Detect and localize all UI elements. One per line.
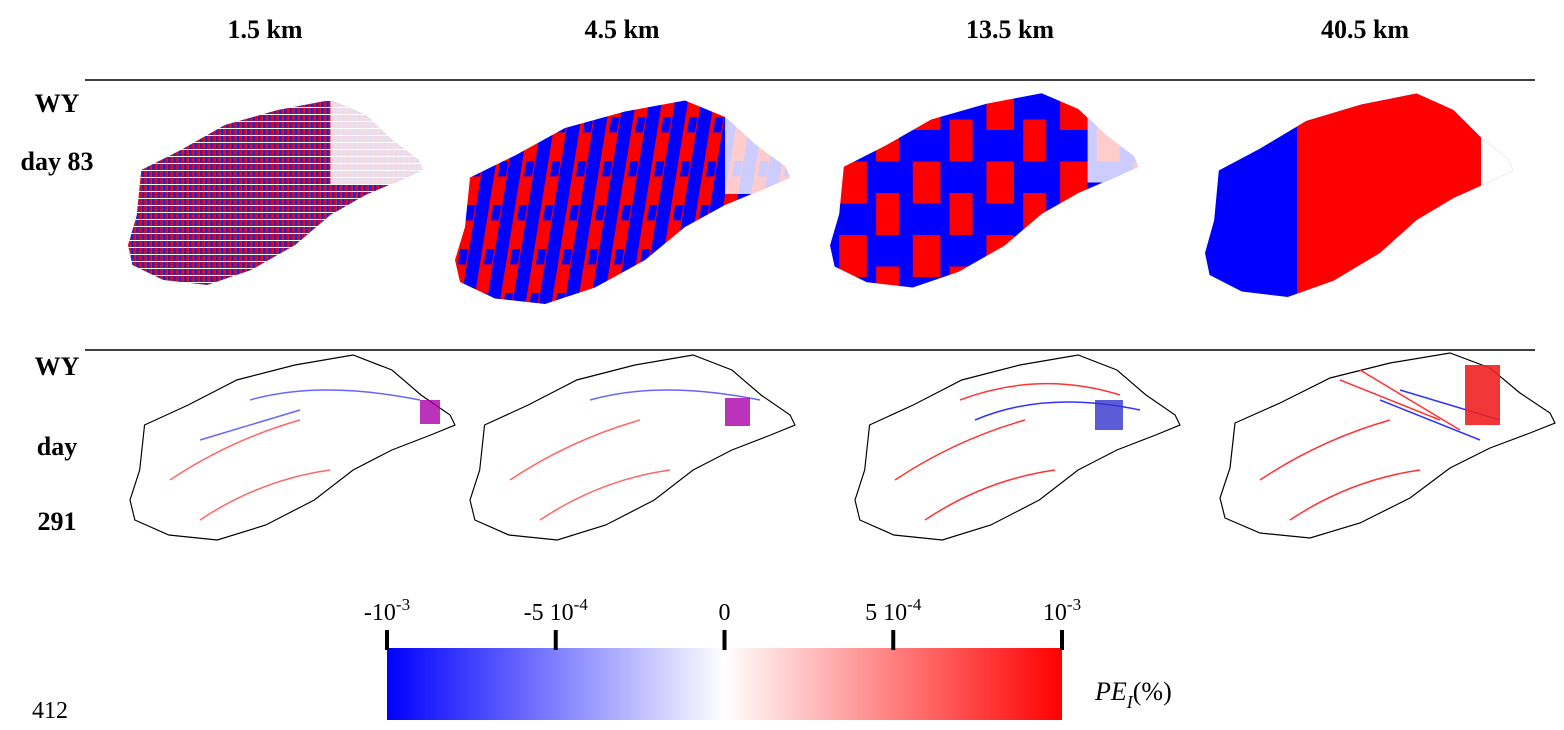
row-label: WY (35, 352, 80, 381)
map (830, 88, 1143, 288)
tick-exponent: -3 (396, 595, 410, 614)
tick-label: -10-3 (364, 595, 410, 626)
tick-base: 5 10 (865, 600, 907, 626)
map (128, 95, 427, 285)
row-label: day 83 (21, 147, 94, 176)
tick-label: -5 10-4 (524, 595, 589, 626)
column-header: 13.5 km (966, 15, 1054, 44)
tick-label: 5 10-4 (865, 595, 922, 626)
tick-label: 10-3 (1043, 595, 1081, 626)
colorbar-label: PEI(%) (1094, 677, 1172, 712)
tick-base: 10 (1043, 600, 1067, 626)
colorbar (387, 648, 1062, 720)
tick-exponent: -4 (574, 595, 589, 614)
label-suffix: (%) (1133, 677, 1172, 706)
column-header: 1.5 km (227, 15, 302, 44)
figure: 1.5 km 4.5 km 13.5 km 40.5 km WY day 83 … (0, 0, 1564, 730)
line-number: 412 (32, 698, 68, 724)
tick-exponent: -4 (907, 595, 922, 614)
page: {"columns": ["1.5 km", "4.5 km", "13.5 k… (0, 0, 1564, 730)
row-label: WY (35, 89, 80, 118)
label-main: PE (1094, 677, 1127, 706)
column-header: 4.5 km (584, 15, 659, 44)
column-header: 40.5 km (1321, 15, 1409, 44)
tick-base: -5 10 (524, 600, 574, 626)
tick-exponent: -3 (1067, 595, 1081, 614)
map (455, 95, 795, 304)
row-label: day (37, 432, 77, 461)
tick-label: 0 (719, 600, 731, 626)
map (1205, 88, 1518, 308)
row-label: 291 (38, 507, 77, 536)
tick-base: 0 (719, 600, 731, 626)
tick-base: -10 (364, 600, 396, 626)
